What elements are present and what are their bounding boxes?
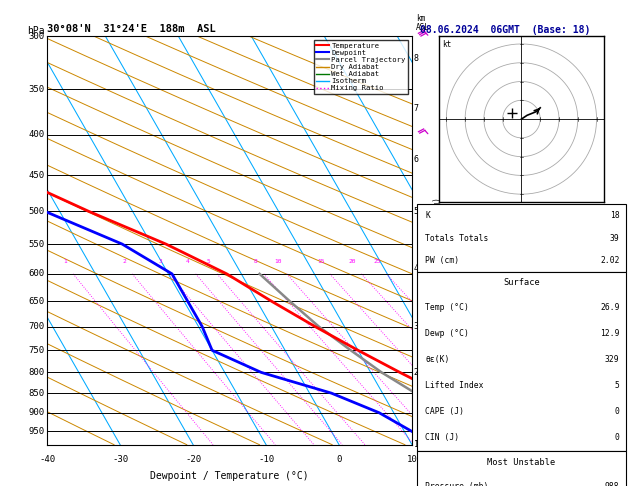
Text: 2LCL: 2LCL [414,368,434,377]
Text: 5: 5 [207,259,211,264]
Text: 0: 0 [337,455,342,464]
Text: 750: 750 [28,346,44,355]
Text: 350: 350 [28,85,44,94]
Text: 600: 600 [28,269,44,278]
Text: 30°08'N  31°24'E  188m  ASL: 30°08'N 31°24'E 188m ASL [47,24,216,35]
Text: Totals Totals: Totals Totals [425,233,489,243]
Text: Dewpoint / Temperature (°C): Dewpoint / Temperature (°C) [150,471,309,481]
Text: Pressure (mb): Pressure (mb) [425,482,489,486]
Text: -10: -10 [258,455,274,464]
Text: 3: 3 [159,259,162,264]
Text: -40: -40 [39,455,55,464]
Text: 2: 2 [122,259,126,264]
Text: 0: 0 [615,434,620,442]
Text: 39: 39 [610,233,620,243]
Text: 450: 450 [28,171,44,180]
Text: K: K [425,211,430,220]
Text: 900: 900 [28,408,44,417]
Text: Temp (°C): Temp (°C) [425,303,469,312]
Text: 400: 400 [28,130,44,139]
Bar [417,451,626,486]
Bar [417,272,626,451]
Text: 30: 30 [552,455,564,464]
Text: 8: 8 [253,259,257,264]
Text: 20: 20 [348,259,356,264]
Text: Surface: Surface [503,278,540,287]
Text: 25: 25 [374,259,381,264]
Text: PW (cm): PW (cm) [425,256,460,265]
Text: 5: 5 [615,381,620,390]
Text: 2.02: 2.02 [600,256,620,265]
Text: θε(K): θε(K) [425,355,450,364]
Text: 3: 3 [414,322,419,331]
Bar [417,204,626,272]
Text: 1: 1 [64,259,67,264]
Text: Mixing Ratio (g/kg): Mixing Ratio (g/kg) [433,197,442,284]
Text: 550: 550 [28,240,44,248]
Text: 10: 10 [274,259,282,264]
Text: 20: 20 [479,455,491,464]
Text: Lifted Index: Lifted Index [425,381,484,390]
Text: 300: 300 [28,32,44,41]
Legend: Temperature, Dewpoint, Parcel Trajectory, Dry Adiabat, Wet Adiabat, Isotherm, Mi: Temperature, Dewpoint, Parcel Trajectory… [314,40,408,94]
Text: CAPE (J): CAPE (J) [425,407,464,416]
Text: 650: 650 [28,297,44,306]
Text: 700: 700 [28,322,44,331]
Text: 800: 800 [28,368,44,377]
Text: 988: 988 [605,482,620,486]
Text: 850: 850 [28,389,44,398]
Text: 8: 8 [414,54,419,63]
Text: Most Unstable: Most Unstable [487,457,555,467]
Text: 4: 4 [186,259,189,264]
Text: 15: 15 [317,259,325,264]
Text: 5: 5 [414,207,419,216]
Text: 4: 4 [414,263,419,273]
Text: 12.9: 12.9 [600,329,620,338]
Text: 26.9: 26.9 [600,303,620,312]
Text: 500: 500 [28,207,44,216]
Text: kt: kt [443,40,452,49]
Text: 10: 10 [406,455,418,464]
Text: 0: 0 [615,407,620,416]
Text: 329: 329 [605,355,620,364]
Text: 18: 18 [610,211,620,220]
Text: 1: 1 [414,440,419,449]
Text: 6: 6 [414,155,419,164]
Text: -20: -20 [185,455,201,464]
Text: Dewp (°C): Dewp (°C) [425,329,469,338]
Text: -30: -30 [112,455,128,464]
Text: km
ASL: km ASL [416,14,430,33]
Text: 950: 950 [28,427,44,436]
Text: hPa: hPa [27,26,45,36]
Text: 7: 7 [414,104,419,113]
Text: CIN (J): CIN (J) [425,434,460,442]
Text: 08.06.2024  06GMT  (Base: 18): 08.06.2024 06GMT (Base: 18) [420,25,591,35]
